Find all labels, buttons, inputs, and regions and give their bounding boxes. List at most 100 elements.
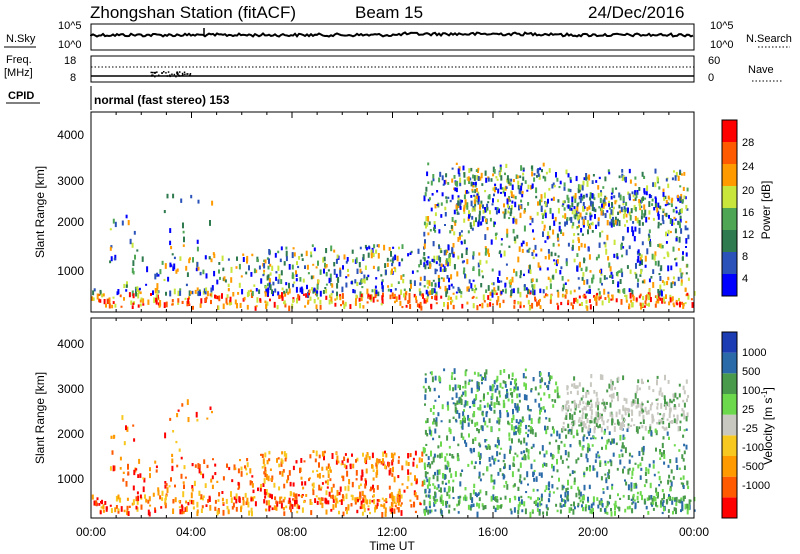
radar-echo-cell bbox=[467, 288, 470, 292]
radar-echo-cell bbox=[345, 276, 348, 279]
radar-echo-cell bbox=[195, 411, 198, 418]
radar-echo-cell bbox=[632, 295, 635, 301]
radar-echo-cell bbox=[432, 411, 435, 415]
radar-echo-cell bbox=[474, 492, 477, 496]
radar-echo-cell bbox=[282, 507, 285, 511]
radar-echo-cell bbox=[338, 510, 340, 515]
radar-echo-cell bbox=[366, 276, 369, 281]
radar-echo-cell bbox=[593, 197, 596, 201]
radar-echo-cell bbox=[415, 295, 417, 300]
radar-echo-cell bbox=[563, 207, 566, 211]
radar-echo-cell bbox=[494, 290, 497, 294]
radar-echo-cell bbox=[472, 295, 475, 299]
radar-echo-cell bbox=[486, 227, 489, 231]
radar-echo-cell bbox=[535, 478, 538, 481]
radar-echo-cell bbox=[548, 235, 551, 239]
radar-echo-cell bbox=[649, 482, 652, 489]
radar-echo-cell bbox=[551, 213, 554, 220]
radar-echo-cell bbox=[359, 302, 362, 309]
radar-echo-cell bbox=[555, 172, 557, 178]
radar-echo-cell bbox=[283, 483, 286, 489]
radar-echo-cell bbox=[674, 228, 677, 234]
radar-echo-cell bbox=[421, 293, 424, 296]
radar-echo-cell bbox=[509, 381, 512, 386]
radar-echo-cell bbox=[512, 456, 515, 462]
radar-echo-cell bbox=[659, 449, 662, 453]
radar-echo-cell bbox=[137, 293, 140, 299]
radar-echo-cell bbox=[280, 270, 283, 276]
radar-echo-cell bbox=[425, 476, 428, 479]
radar-echo-cell bbox=[628, 303, 631, 309]
radar-echo-cell bbox=[273, 505, 276, 510]
radar-echo-cell bbox=[678, 403, 681, 407]
radar-echo-cell bbox=[321, 451, 324, 457]
radar-echo-cell bbox=[114, 507, 117, 513]
radar-echo-cell bbox=[511, 438, 513, 444]
radar-echo-cell bbox=[274, 288, 277, 293]
radar-echo-cell bbox=[446, 304, 449, 310]
radar-echo-cell bbox=[445, 199, 448, 204]
radar-echo-cell bbox=[426, 298, 429, 303]
radar-echo-cell bbox=[506, 484, 509, 490]
velocity-colorbar-swatch bbox=[722, 414, 737, 436]
radar-echo-cell bbox=[444, 474, 447, 478]
power-axis-ticks bbox=[90, 112, 695, 312]
radar-echo-cell bbox=[624, 479, 626, 482]
radar-echo-cell bbox=[492, 282, 495, 286]
radar-echo-cell bbox=[637, 249, 640, 254]
radar-echo-cell bbox=[447, 295, 450, 300]
radar-echo-cell bbox=[235, 266, 238, 269]
radar-echo-cell bbox=[182, 244, 185, 247]
radar-echo-cell bbox=[578, 496, 581, 500]
radar-echo-cell bbox=[591, 206, 594, 211]
radar-echo-cell bbox=[354, 501, 357, 505]
radar-echo-cell bbox=[136, 249, 139, 252]
radar-echo-cell bbox=[608, 475, 610, 480]
radar-echo-cell bbox=[637, 403, 640, 408]
nave-dot bbox=[176, 71, 178, 73]
radar-echo-cell bbox=[282, 499, 285, 503]
radar-echo-cell bbox=[682, 186, 685, 191]
radar-echo-cell bbox=[324, 262, 326, 268]
radar-echo-cell bbox=[248, 265, 250, 271]
radar-echo-cell bbox=[245, 472, 248, 476]
radar-echo-cell bbox=[193, 480, 196, 487]
radar-echo-cell bbox=[662, 436, 665, 440]
radar-echo-cell bbox=[216, 296, 219, 300]
radar-echo-cell bbox=[595, 453, 598, 459]
radar-echo-cell bbox=[423, 499, 426, 506]
radar-echo-cell bbox=[254, 501, 257, 507]
radar-echo-cell bbox=[496, 420, 499, 424]
radar-echo-cell bbox=[312, 489, 315, 496]
radar-echo-cell bbox=[634, 207, 637, 212]
radar-echo-cell bbox=[304, 265, 306, 269]
radar-echo-cell bbox=[142, 486, 145, 493]
radar-echo-cell bbox=[673, 405, 676, 410]
radar-echo-cell bbox=[576, 203, 579, 207]
radar-echo-cell bbox=[136, 286, 139, 292]
radar-echo-cell bbox=[475, 188, 478, 192]
radar-echo-cell bbox=[576, 266, 579, 272]
radar-echo-cell bbox=[521, 194, 524, 198]
radar-echo-cell bbox=[648, 229, 651, 234]
radar-echo-cell bbox=[531, 278, 534, 282]
radar-echo-cell bbox=[626, 265, 629, 269]
radar-echo-cell bbox=[510, 207, 513, 214]
radar-echo-cell bbox=[179, 290, 182, 296]
radar-echo-cell bbox=[205, 504, 208, 507]
radar-echo-cell bbox=[419, 259, 422, 265]
radar-echo-cell bbox=[279, 496, 282, 501]
radar-echo-cell bbox=[378, 499, 381, 502]
time-tick-0400: 04:00 bbox=[176, 525, 206, 539]
radar-echo-cell bbox=[191, 290, 194, 295]
radar-echo-cell bbox=[370, 249, 373, 256]
radar-echo-cell bbox=[558, 186, 561, 189]
radar-echo-cell bbox=[468, 433, 470, 438]
radar-echo-cell bbox=[154, 507, 156, 510]
radar-echo-cell bbox=[628, 193, 631, 199]
nave-dot bbox=[179, 71, 181, 73]
radar-echo-cell bbox=[169, 262, 172, 268]
radar-echo-cell bbox=[676, 302, 679, 306]
radar-echo-cell bbox=[119, 294, 122, 298]
radar-echo-cell bbox=[489, 463, 492, 467]
